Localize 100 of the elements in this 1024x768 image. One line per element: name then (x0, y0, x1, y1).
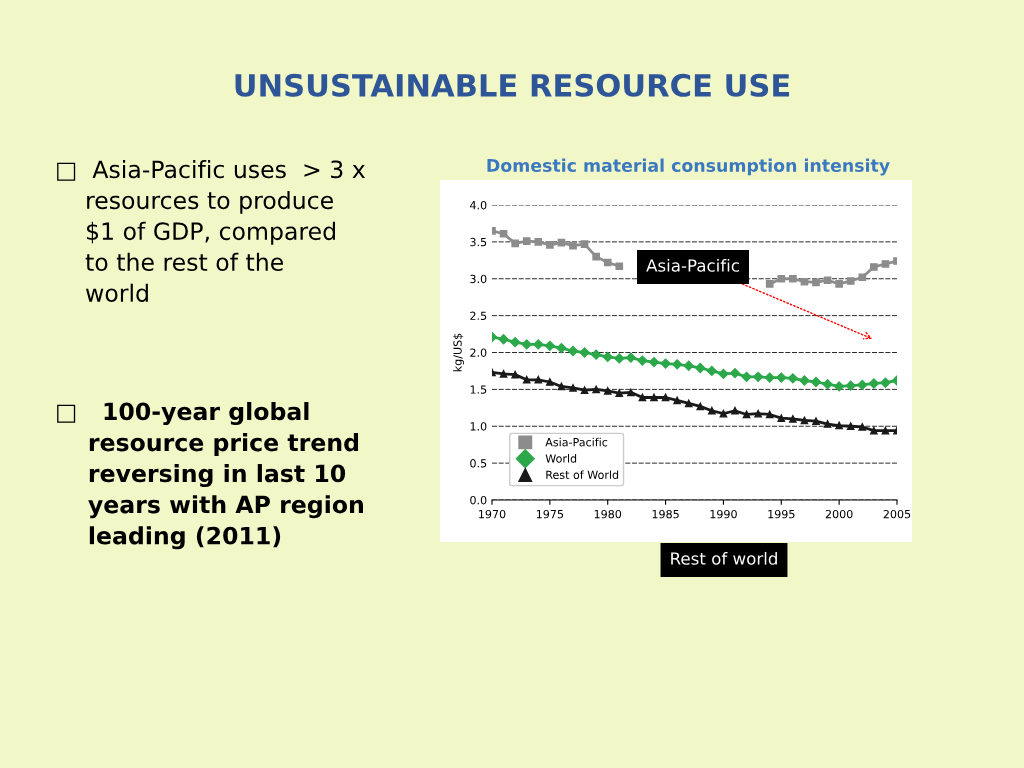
point (544, 340, 555, 351)
point (880, 377, 891, 388)
point (521, 339, 532, 350)
x-tick-label: 2000 (825, 509, 853, 519)
point (834, 381, 845, 392)
point (499, 229, 508, 238)
legend-label: Asia-Pacific (545, 437, 608, 447)
point (846, 422, 855, 431)
point (835, 421, 843, 430)
point (673, 396, 681, 405)
point (868, 378, 879, 389)
point (800, 277, 809, 286)
point (823, 276, 832, 285)
point (661, 393, 670, 402)
point (812, 278, 820, 287)
point (810, 376, 822, 388)
point (615, 389, 624, 397)
point (591, 349, 602, 360)
point (857, 379, 868, 391)
point (881, 260, 890, 268)
point (823, 420, 832, 428)
x-tick-label: 1995 (768, 509, 795, 519)
point (499, 370, 508, 378)
x-tick-label: 1985 (652, 509, 679, 519)
point (534, 238, 543, 246)
point (777, 414, 786, 422)
point (764, 372, 775, 383)
x-tick-label: 1970 (479, 509, 506, 519)
point (546, 378, 554, 386)
point (684, 399, 693, 408)
y-tick-label: 4.0 (470, 200, 487, 210)
point (799, 375, 810, 386)
y-tick-label: 2.5 (470, 311, 487, 320)
x-tick-label: 1980 (594, 509, 622, 519)
point (753, 371, 764, 382)
point (742, 410, 751, 419)
y-tick-label: 0.0 (470, 495, 487, 505)
y-tick-label: 3.0 (470, 274, 487, 284)
point (627, 388, 635, 397)
point (579, 347, 590, 358)
point (648, 356, 660, 368)
point (650, 393, 658, 402)
point (638, 393, 647, 402)
x-tick-label: 1990 (710, 509, 737, 519)
point (708, 406, 716, 415)
annotation: Asia-Pacific (646, 258, 739, 272)
point (511, 370, 519, 379)
point (695, 362, 706, 374)
point (729, 368, 741, 379)
point (637, 355, 648, 366)
point (789, 415, 797, 423)
point (625, 352, 636, 363)
text: □ Asia-Pacific uses > 3 x resources to produce $1 of GDP, compared to the rest of the world (57, 160, 365, 302)
point (603, 258, 612, 267)
text: □ 100-year global resource price trend reversing in last 10 years with AP region leading (2011) (57, 402, 363, 550)
point (812, 417, 820, 425)
point (511, 239, 519, 248)
y-tick-label: 0.5 (470, 459, 487, 468)
point (800, 416, 809, 425)
point (777, 274, 786, 283)
point (592, 385, 600, 394)
point (534, 375, 543, 384)
point (569, 384, 577, 392)
point (835, 280, 843, 288)
point (533, 339, 544, 350)
point (870, 426, 878, 435)
point (557, 382, 566, 391)
point (858, 273, 867, 282)
point (683, 360, 694, 371)
point (696, 402, 705, 411)
point (522, 375, 531, 384)
point (522, 237, 531, 245)
text: Rest of world (671, 551, 777, 565)
point (546, 241, 554, 249)
point (660, 358, 671, 369)
point (719, 409, 728, 418)
point (556, 342, 567, 354)
point (822, 379, 833, 390)
point (787, 373, 798, 384)
chart-title: UNSUSTAINABLE RESOURCE USE (235, 73, 790, 97)
point (881, 426, 890, 435)
point (845, 380, 856, 391)
point (789, 274, 797, 283)
point (741, 371, 752, 382)
x-tick-label: 1975 (536, 509, 564, 519)
y-tick-label: 1.5 (470, 385, 487, 394)
point (510, 337, 521, 348)
point (603, 387, 612, 395)
point (498, 334, 509, 345)
point (580, 240, 589, 248)
y-axis-title: kg/US$ (453, 333, 464, 372)
point (718, 368, 729, 380)
point (592, 252, 600, 261)
point (569, 241, 577, 250)
point (765, 410, 774, 419)
point (776, 372, 787, 383)
line-series (492, 368, 897, 435)
x-tick-label: 2005 (883, 509, 911, 519)
point (706, 365, 717, 377)
point (765, 280, 774, 288)
